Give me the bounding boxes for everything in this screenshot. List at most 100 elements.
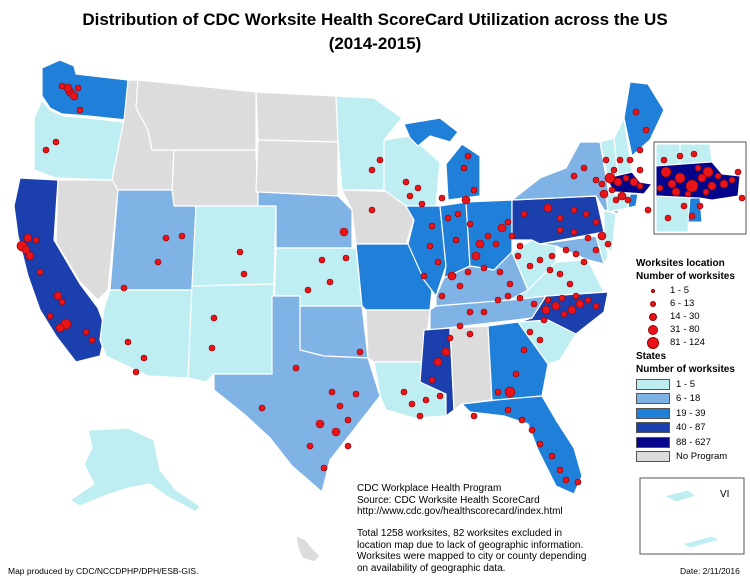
worksite-dot	[592, 176, 600, 184]
worksite-dot	[326, 278, 334, 286]
worksite-dot	[328, 388, 336, 396]
worksite-dot	[632, 108, 640, 116]
worksite-dot	[58, 82, 66, 90]
worksite-dot	[25, 251, 35, 261]
worksite-dot	[602, 156, 610, 164]
worksite-dot	[598, 180, 606, 188]
worksite-dot	[556, 270, 564, 278]
worksite-dot	[406, 192, 414, 200]
state-class-label: 40 - 87	[676, 422, 706, 434]
worksite-dot	[580, 258, 588, 266]
worksite-dot	[120, 284, 128, 292]
source-block: CDC Workplace Health Program Source: CDC…	[357, 483, 637, 518]
worksite-dot	[46, 312, 54, 320]
source-line-url: http://www.cdc.gov/healthscorecard/index…	[357, 506, 563, 517]
state-north-dakota	[255, 91, 339, 143]
map-title-line2: (2014-2015)	[328, 34, 422, 53]
worksite-dot	[636, 146, 644, 154]
worksite-dot	[584, 234, 592, 242]
worksite-class-3: 14 - 30	[636, 310, 748, 323]
worksite-dot	[714, 172, 722, 180]
note-line-2: location map due to lack of geographic i…	[357, 539, 584, 551]
worksite-dot	[694, 164, 702, 172]
worksite-dot	[132, 368, 140, 376]
worksite-dot	[556, 214, 564, 222]
state-florida	[461, 395, 583, 495]
worksite-dot	[208, 344, 216, 352]
worksite-class-4: 31 - 80	[636, 323, 748, 336]
state-class-5: 88 - 627	[636, 435, 748, 450]
worksite-dot	[492, 240, 500, 248]
worksite-dot	[584, 296, 592, 304]
worksite-dot	[342, 254, 350, 262]
worksite-dot	[402, 178, 410, 186]
worksite-dot	[55, 323, 65, 333]
worksite-class-dot	[651, 288, 655, 293]
state-class-swatch	[636, 393, 670, 405]
worksite-dot	[719, 179, 729, 189]
worksite-dot	[612, 196, 620, 204]
worksite-dot	[58, 298, 66, 306]
state-class-list: 1 - 5 6 - 18 19 - 39 40 - 87 88 - 627 No Prog…	[636, 377, 748, 464]
worksite-dot	[697, 173, 707, 183]
worksite-dot	[604, 240, 612, 248]
worksite-dot	[610, 166, 618, 174]
worksite-dot	[674, 172, 686, 184]
worksite-dot	[422, 396, 430, 404]
worksite-dot	[88, 336, 96, 344]
worksite-dot	[418, 200, 426, 208]
worksite-dot	[546, 266, 554, 274]
worksite-dot	[471, 251, 481, 261]
worksite-dot	[456, 282, 464, 290]
worksite-dot	[508, 232, 516, 240]
worksite-dot	[702, 166, 714, 178]
worksite-dot	[592, 246, 600, 254]
worksite-dot	[416, 412, 424, 420]
worksite-dot	[344, 442, 352, 450]
worksite-dot	[480, 308, 488, 316]
worksite-dot	[696, 202, 704, 210]
worksite-dot	[556, 226, 564, 234]
state-class-label: 88 - 627	[676, 436, 711, 448]
worksite-dot	[540, 316, 548, 324]
state-west-virginia	[511, 239, 557, 291]
worksite-dot	[506, 280, 514, 288]
worksite-class-dot	[647, 336, 659, 349]
worksite-dot	[444, 214, 452, 222]
state-alaska	[69, 427, 201, 513]
worksite-dot	[420, 272, 428, 280]
worksite-dot	[636, 182, 644, 190]
state-class-label: 19 - 39	[676, 407, 706, 419]
worksite-dot	[572, 292, 580, 300]
worksite-dot	[497, 223, 507, 233]
worksite-class-1: 1 - 5	[636, 284, 748, 297]
worksite-dot	[428, 376, 436, 384]
worksite-dot	[456, 322, 464, 330]
worksite-dot	[446, 334, 454, 342]
worksite-dot	[210, 314, 218, 322]
worksite-dot	[688, 212, 696, 220]
worksite-dot	[470, 186, 478, 194]
worksite-dot	[536, 440, 544, 448]
worksite-dot	[154, 258, 162, 266]
worksite-dot	[526, 328, 534, 336]
worksite-dot	[518, 416, 526, 424]
worksite-dot	[438, 194, 446, 202]
worksite-dot	[608, 186, 616, 194]
state-class-swatch	[636, 407, 670, 419]
worksite-dot	[629, 177, 639, 187]
worksite-dot	[441, 347, 451, 357]
worksite-dot	[622, 174, 630, 182]
state-class-4: 40 - 87	[636, 421, 748, 436]
worksite-dot	[306, 442, 314, 450]
worksite-dot	[516, 242, 524, 250]
worksite-dot	[258, 404, 266, 412]
worksite-dot	[664, 214, 672, 222]
worksite-dot	[23, 233, 33, 243]
virgin-islands-label: VI	[720, 489, 730, 500]
inset-virgin-islands-north	[662, 489, 698, 503]
state-new-york	[511, 141, 621, 215]
worksite-class-list: 1 - 5 6 - 13 14 - 30 31 - 80 81 - 124	[636, 284, 748, 349]
state-class-swatch	[636, 422, 670, 434]
